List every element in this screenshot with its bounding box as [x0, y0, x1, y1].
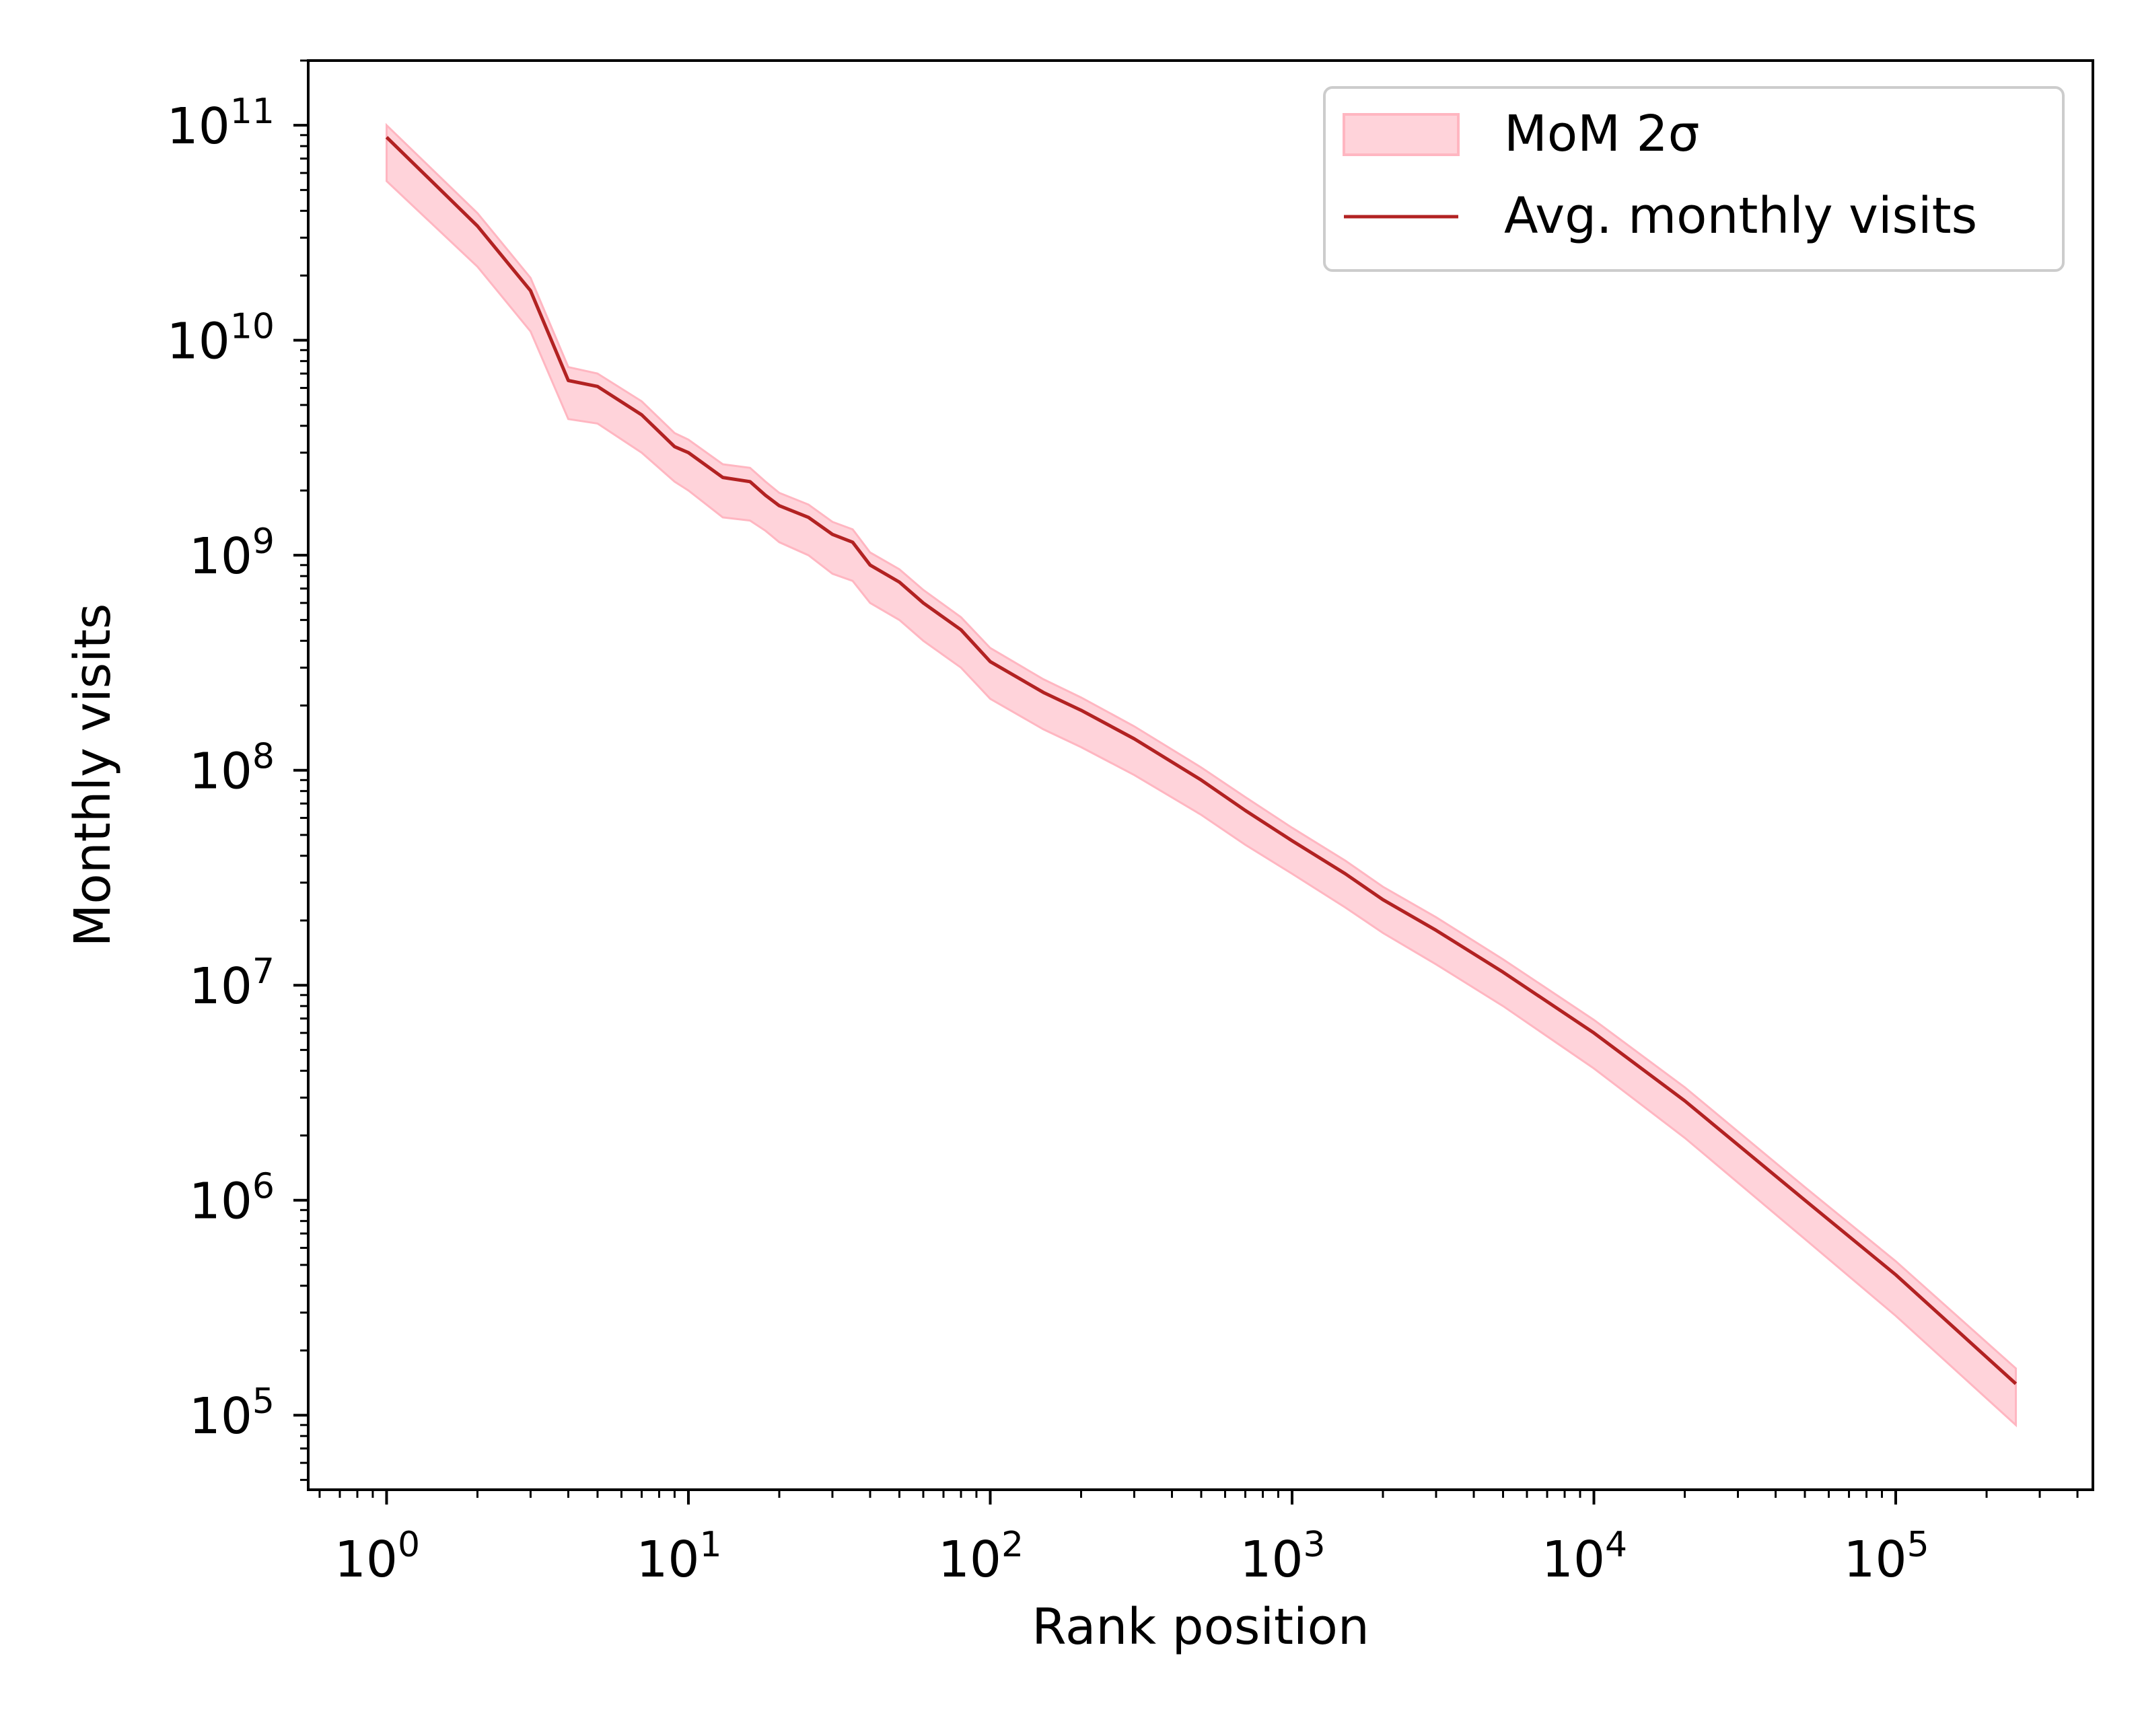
- x-tick-label: 104: [1542, 1525, 1627, 1589]
- x-tick-label-base: 10: [636, 1531, 699, 1589]
- y-tick-label: 105: [189, 1381, 275, 1445]
- y-tick-label-exponent: 6: [252, 1167, 275, 1207]
- y-axis-label: Monthly visits: [64, 604, 122, 947]
- legend-box: [1323, 86, 2065, 272]
- x-tick-label-base: 10: [1843, 1531, 1906, 1589]
- legend: MoM 2σ Avg. monthly visits: [1323, 86, 2065, 272]
- y-tick-label-exponent: 11: [230, 92, 275, 132]
- x-tick-label-base: 10: [938, 1531, 1001, 1589]
- y-tick-label-base: 10: [189, 1173, 252, 1231]
- x-tick-label: 100: [334, 1525, 420, 1589]
- y-tick-label-exponent: 10: [230, 307, 275, 347]
- legend-line-label: Avg. monthly visits: [1504, 187, 1977, 245]
- y-tick-label: 109: [189, 521, 275, 585]
- x-tick-label: 105: [1843, 1525, 1929, 1589]
- y-tick-label-base: 10: [189, 957, 252, 1015]
- x-tick-label-exponent: 2: [1001, 1525, 1024, 1565]
- band-area-mom-2sigma: [386, 122, 2017, 1428]
- x-tick-label-exponent: 5: [1907, 1525, 1929, 1565]
- y-tick-label: 1010: [167, 307, 275, 371]
- x-tick-label-base: 10: [334, 1531, 398, 1589]
- x-axis: 100 101 102 103 104 105: [318, 1490, 2079, 1589]
- legend-band-swatch: [1343, 113, 1460, 156]
- y-tick-label: 106: [189, 1167, 275, 1231]
- x-tick-label-exponent: 3: [1304, 1525, 1326, 1565]
- x-tick-label-base: 10: [1240, 1531, 1303, 1589]
- y-tick-label-base: 10: [189, 1387, 252, 1445]
- y-tick-label-base: 10: [189, 743, 252, 801]
- series-line-avg-monthly-visits: [385, 136, 2018, 1385]
- x-tick-label-exponent: 1: [700, 1525, 722, 1565]
- y-tick-label-base: 10: [189, 528, 252, 585]
- y-tick-label-base: 10: [167, 313, 230, 371]
- x-tick-label: 102: [938, 1525, 1024, 1589]
- y-tick-label-exponent: 8: [252, 737, 275, 777]
- x-tick-label-exponent: 4: [1605, 1525, 1627, 1565]
- y-tick-label: 1011: [167, 92, 275, 155]
- y-tick-label-exponent: 7: [252, 951, 275, 992]
- y-tick-label-exponent: 5: [252, 1381, 275, 1422]
- line-layer: [385, 136, 2018, 1385]
- band-layer: [386, 122, 2017, 1428]
- x-tick-label: 103: [1240, 1525, 1325, 1589]
- x-axis-label: Rank position: [1032, 1598, 1369, 1656]
- y-tick-label-base: 10: [167, 98, 230, 155]
- legend-band-label: MoM 2σ: [1504, 105, 1699, 163]
- y-tick-label-exponent: 9: [252, 521, 275, 562]
- y-tick-label: 108: [189, 737, 275, 801]
- x-tick-label-exponent: 0: [398, 1525, 420, 1565]
- x-tick-label-base: 10: [1542, 1531, 1605, 1589]
- y-tick-label: 107: [189, 951, 275, 1015]
- x-tick-label: 101: [636, 1525, 721, 1589]
